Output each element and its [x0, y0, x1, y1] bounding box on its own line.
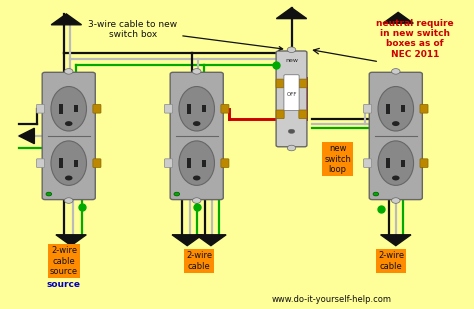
Text: www.do-it-yourself-help.com: www.do-it-yourself-help.com: [272, 295, 392, 304]
Text: new
switch
loop: new switch loop: [324, 144, 351, 174]
FancyBboxPatch shape: [364, 104, 372, 113]
FancyBboxPatch shape: [93, 159, 101, 167]
Text: 2-wire
cable
source: 2-wire cable source: [50, 246, 78, 276]
FancyBboxPatch shape: [420, 159, 428, 167]
FancyBboxPatch shape: [164, 104, 173, 113]
Circle shape: [192, 198, 201, 203]
Circle shape: [192, 69, 201, 74]
FancyBboxPatch shape: [164, 159, 173, 167]
Text: 2-wire
cable: 2-wire cable: [378, 252, 404, 271]
Bar: [59, 158, 63, 168]
Bar: [202, 105, 206, 112]
Polygon shape: [196, 235, 226, 246]
FancyBboxPatch shape: [299, 79, 307, 88]
FancyBboxPatch shape: [299, 110, 307, 119]
Circle shape: [392, 198, 400, 203]
Ellipse shape: [51, 87, 86, 131]
FancyBboxPatch shape: [36, 159, 45, 167]
Circle shape: [288, 129, 295, 133]
Bar: [74, 105, 78, 112]
FancyBboxPatch shape: [284, 75, 299, 111]
Text: new: new: [285, 58, 298, 63]
Text: neutral require
in new switch
boxes as of
NEC 2011: neutral require in new switch boxes as o…: [376, 19, 454, 59]
Bar: [202, 160, 206, 167]
Text: 2-wire
cable: 2-wire cable: [186, 252, 212, 271]
FancyBboxPatch shape: [276, 79, 284, 88]
Bar: [386, 104, 390, 114]
FancyBboxPatch shape: [36, 104, 45, 113]
Circle shape: [174, 192, 180, 196]
Polygon shape: [276, 8, 307, 19]
Text: OFF: OFF: [286, 92, 297, 97]
Circle shape: [65, 121, 73, 126]
Bar: [187, 158, 191, 168]
FancyBboxPatch shape: [276, 51, 307, 147]
Polygon shape: [51, 14, 82, 25]
Circle shape: [193, 121, 201, 126]
Ellipse shape: [378, 141, 413, 185]
Bar: [59, 104, 63, 114]
Circle shape: [287, 145, 296, 151]
FancyBboxPatch shape: [364, 159, 372, 167]
FancyBboxPatch shape: [420, 104, 428, 113]
FancyBboxPatch shape: [42, 72, 95, 200]
Bar: [386, 158, 390, 168]
Bar: [187, 104, 191, 114]
Circle shape: [287, 47, 296, 53]
Polygon shape: [19, 128, 35, 144]
FancyBboxPatch shape: [93, 104, 101, 113]
Circle shape: [193, 176, 201, 180]
Circle shape: [392, 176, 400, 180]
Text: 3-wire cable to new
switch box: 3-wire cable to new switch box: [88, 20, 283, 50]
Ellipse shape: [179, 87, 214, 131]
Polygon shape: [383, 12, 413, 23]
Circle shape: [373, 192, 379, 196]
FancyBboxPatch shape: [369, 72, 422, 200]
Polygon shape: [381, 235, 411, 246]
Ellipse shape: [378, 87, 413, 131]
Circle shape: [64, 69, 73, 74]
Ellipse shape: [51, 141, 86, 185]
FancyBboxPatch shape: [221, 159, 229, 167]
Circle shape: [392, 69, 400, 74]
Polygon shape: [172, 235, 202, 246]
FancyBboxPatch shape: [170, 72, 223, 200]
Circle shape: [392, 121, 400, 126]
Circle shape: [65, 176, 73, 180]
Ellipse shape: [179, 141, 214, 185]
Polygon shape: [56, 235, 86, 246]
FancyBboxPatch shape: [276, 110, 284, 119]
Bar: [74, 160, 78, 167]
Text: source: source: [47, 280, 81, 289]
FancyBboxPatch shape: [221, 104, 229, 113]
Circle shape: [46, 192, 52, 196]
Circle shape: [64, 198, 73, 203]
Bar: [401, 160, 405, 167]
Bar: [401, 105, 405, 112]
